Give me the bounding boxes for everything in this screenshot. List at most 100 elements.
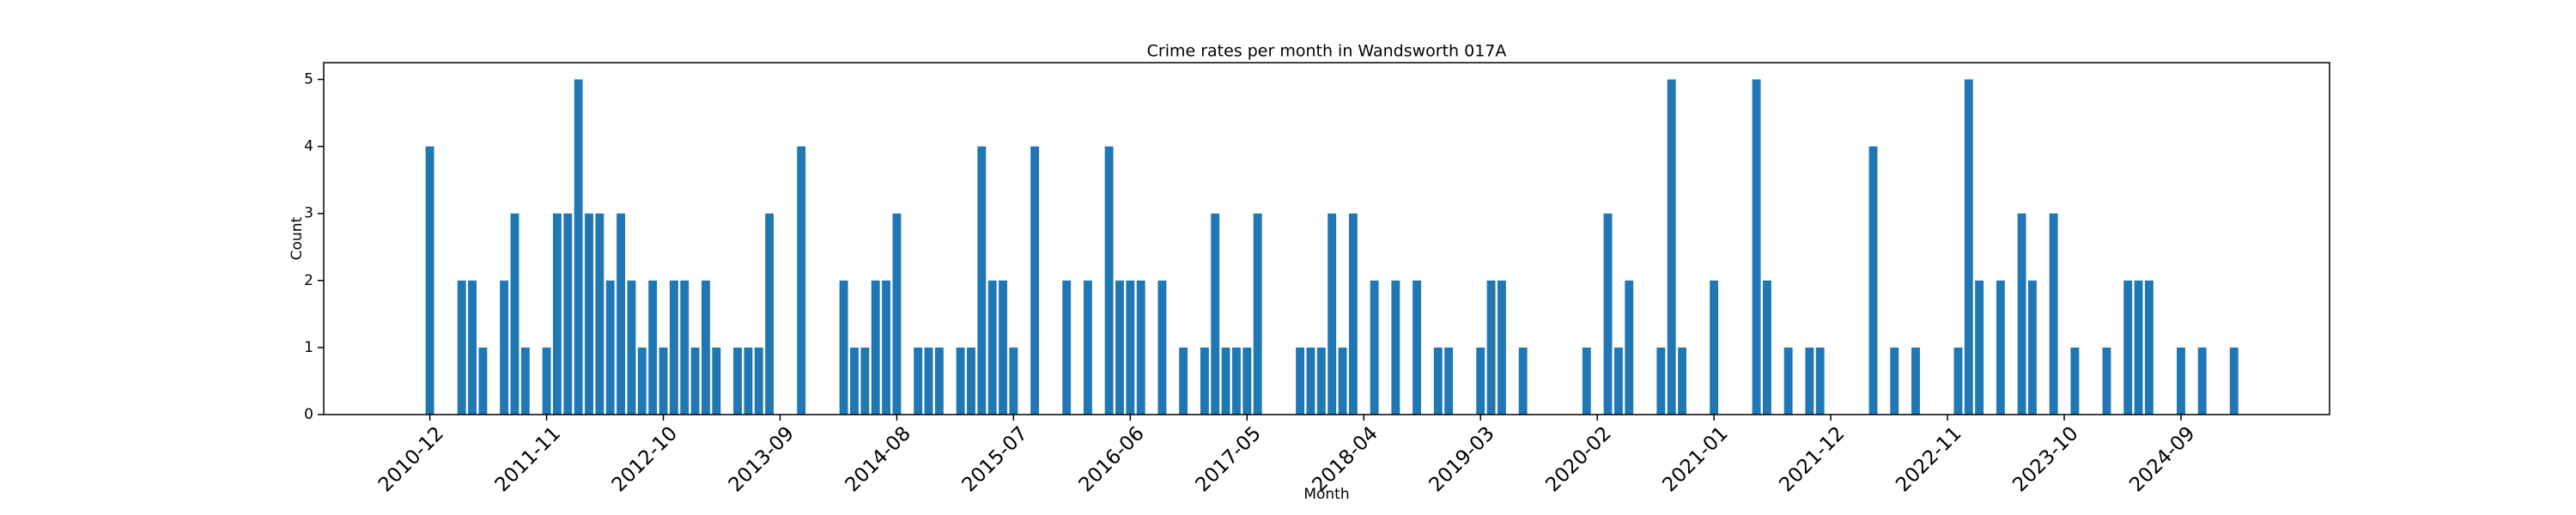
x-tick-label: 2010-12 <box>374 422 448 496</box>
bar <box>1890 347 1899 415</box>
bar <box>595 213 605 415</box>
bar <box>956 347 965 415</box>
bar <box>1115 280 1124 415</box>
bar <box>2177 347 2185 415</box>
bar <box>500 280 509 415</box>
bar <box>1104 146 1114 415</box>
bar <box>914 347 923 415</box>
bar <box>977 146 987 415</box>
bar <box>2049 213 2058 415</box>
bar <box>934 347 944 415</box>
bar <box>2197 347 2207 415</box>
y-tick-label: 5 <box>304 71 313 88</box>
x-tick-label: 2021-01 <box>1658 422 1732 496</box>
bar <box>1009 347 1018 415</box>
bar <box>1370 280 1379 415</box>
bar <box>669 280 678 415</box>
bar <box>1253 213 1262 415</box>
bar <box>1413 280 1422 415</box>
bar <box>1296 347 1305 415</box>
bar <box>1083 280 1092 415</box>
y-tick-label: 0 <box>304 406 313 423</box>
x-tick-label: 2016-06 <box>1075 422 1149 496</box>
bar <box>924 347 933 415</box>
bar <box>1815 347 1825 415</box>
bar <box>680 280 690 415</box>
bar <box>744 347 753 415</box>
x-tick-label: 2023-10 <box>2008 422 2082 496</box>
bar <box>552 213 562 415</box>
bar <box>605 280 615 415</box>
bar <box>797 146 806 415</box>
x-tick-label: 2011-11 <box>491 422 565 496</box>
bar <box>648 280 658 415</box>
bar <box>2027 280 2037 415</box>
bar <box>754 347 763 415</box>
y-tick-label: 2 <box>304 272 313 289</box>
bar <box>1975 280 1984 415</box>
x-axis-label: Month <box>1303 486 1349 503</box>
bar <box>1752 79 1761 415</box>
y-tick-label: 4 <box>304 138 313 155</box>
bar <box>850 347 859 415</box>
bar <box>457 280 466 415</box>
bar <box>1348 213 1358 415</box>
bar <box>1231 347 1241 415</box>
bar <box>1710 280 1719 415</box>
bar <box>1667 79 1676 415</box>
bar <box>2144 280 2154 415</box>
x-tick-label: 2012-10 <box>608 422 682 496</box>
bar <box>1200 347 1209 415</box>
bar <box>478 347 488 415</box>
bar <box>1179 347 1188 415</box>
bar <box>712 347 721 415</box>
bar <box>1911 347 1920 415</box>
bar <box>627 280 636 415</box>
bar <box>1211 213 1220 415</box>
plot-frame <box>323 62 2330 415</box>
bar <box>1486 280 1496 415</box>
bar <box>1497 280 1506 415</box>
bar <box>1433 347 1443 415</box>
bar <box>542 347 551 415</box>
bar <box>2070 347 2080 415</box>
bar <box>1136 280 1145 415</box>
bar <box>2017 213 2026 415</box>
bar <box>765 213 775 415</box>
bar <box>1656 347 1666 415</box>
bar <box>1582 347 1591 415</box>
bar <box>510 213 519 415</box>
bar <box>1391 280 1400 415</box>
bar <box>2123 280 2133 415</box>
x-tick-label: 2014-08 <box>841 422 915 496</box>
bar <box>1338 347 1347 415</box>
x-tick-label: 2013-09 <box>725 422 799 496</box>
bar <box>637 347 647 415</box>
bar <box>2102 347 2111 415</box>
bar <box>574 79 583 415</box>
bar <box>860 347 870 415</box>
bar <box>659 347 668 415</box>
bar <box>1062 280 1072 415</box>
bar <box>871 280 880 415</box>
x-tick-label: 2015-07 <box>958 422 1032 496</box>
bar <box>1678 347 1686 415</box>
bar <box>1762 280 1771 415</box>
bar <box>999 280 1007 415</box>
bar <box>1613 347 1623 415</box>
bar <box>839 280 848 415</box>
bar <box>520 347 530 415</box>
bar <box>1964 79 1973 415</box>
x-tick-label: 2019-03 <box>1425 422 1498 496</box>
bar <box>1242 347 1252 415</box>
bar <box>1868 146 1878 415</box>
bar <box>1306 347 1315 415</box>
bar <box>585 213 593 415</box>
bar <box>2134 280 2143 415</box>
chart-title: Crime rates per month in Wandsworth 017A <box>1147 42 1507 61</box>
x-tick-label: 2020-02 <box>1541 422 1615 496</box>
bar <box>1444 347 1454 415</box>
bar <box>987 280 997 415</box>
bar <box>1805 347 1814 415</box>
